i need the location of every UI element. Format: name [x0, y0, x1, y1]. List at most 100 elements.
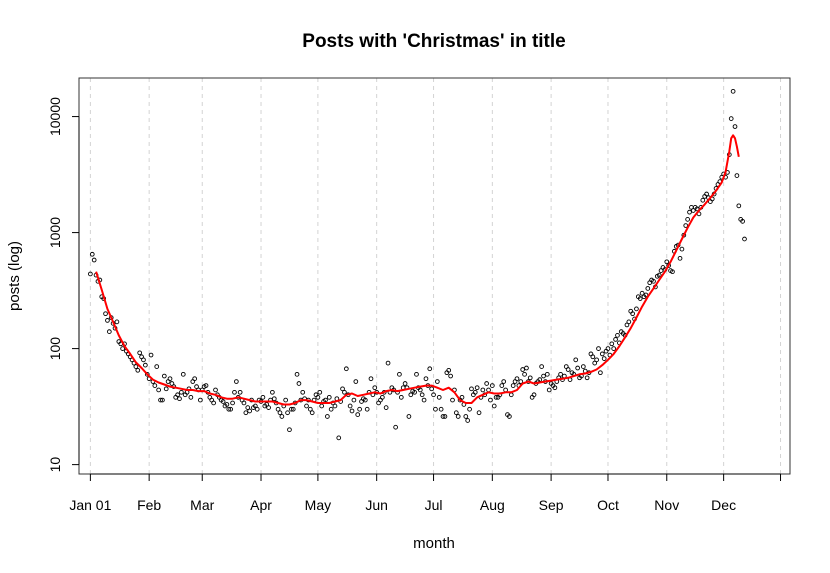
- data-point: [730, 88, 736, 94]
- data-point: [546, 387, 552, 393]
- x-tick-label: Aug: [480, 497, 505, 513]
- data-point: [734, 173, 740, 178]
- data-point: [285, 410, 290, 416]
- data-point: [687, 209, 692, 215]
- data-point: [177, 396, 182, 402]
- data-point: [135, 367, 141, 373]
- x-tick-label: Oct: [597, 497, 619, 513]
- x-tick-label: Apr: [250, 497, 272, 513]
- data-point: [380, 394, 385, 400]
- data-point: [423, 376, 429, 382]
- data-point: [307, 406, 313, 412]
- data-point: [237, 389, 243, 395]
- data-point: [503, 387, 508, 393]
- data-point: [393, 424, 398, 430]
- data-point: [499, 383, 505, 388]
- data-point: [433, 406, 438, 412]
- data-point: [211, 400, 216, 406]
- chart-title: Posts with 'Christmas' in title: [302, 31, 565, 52]
- data-point: [489, 383, 495, 388]
- data-point: [453, 410, 459, 416]
- data-point: [325, 414, 330, 419]
- data-point: [677, 255, 683, 261]
- data-point: [544, 371, 550, 377]
- x-tick-label: Mar: [190, 497, 214, 513]
- data-point: [448, 373, 453, 379]
- data-point: [611, 346, 617, 351]
- data-point: [228, 406, 234, 412]
- data-point: [328, 406, 334, 412]
- data-point: [507, 414, 512, 419]
- data-point: [728, 116, 734, 121]
- data-point: [194, 384, 199, 389]
- data-point: [148, 352, 154, 358]
- data-point: [317, 389, 323, 395]
- data-point: [434, 379, 440, 384]
- data-point: [527, 375, 533, 381]
- data-point: [524, 365, 529, 371]
- data-point: [421, 397, 427, 403]
- data-point: [484, 381, 489, 386]
- data-point: [615, 333, 620, 338]
- data-point: [319, 403, 325, 409]
- data-point: [340, 386, 345, 392]
- data-point: [362, 397, 368, 403]
- data-point: [368, 376, 374, 382]
- data-point: [364, 406, 370, 412]
- x-tick-label: Jul: [425, 497, 443, 513]
- data-point: [438, 406, 444, 412]
- x-tick-label: Nov: [654, 497, 679, 513]
- data-point: [266, 405, 271, 410]
- data-point: [245, 405, 251, 410]
- data-point: [353, 379, 359, 384]
- data-point: [224, 402, 230, 407]
- x-tick-label: May: [305, 497, 331, 513]
- data-point: [143, 362, 148, 368]
- data-point: [442, 414, 448, 419]
- data-point: [474, 385, 480, 391]
- data-point: [605, 346, 611, 351]
- data-point: [326, 394, 332, 400]
- data-point: [296, 381, 302, 386]
- data-point: [232, 389, 237, 395]
- data-point: [419, 392, 425, 398]
- data-point: [160, 397, 165, 403]
- data-point: [541, 373, 546, 379]
- smooth-line: [95, 134, 740, 406]
- data-point: [277, 410, 283, 416]
- data-point: [590, 354, 596, 360]
- data-point: [342, 389, 347, 395]
- data-point: [357, 406, 362, 412]
- data-point: [397, 371, 402, 377]
- data-point: [565, 367, 571, 372]
- data-point: [408, 392, 414, 398]
- data-point: [332, 403, 338, 409]
- data-point: [163, 386, 169, 392]
- data-point: [539, 364, 544, 369]
- data-point: [323, 397, 328, 403]
- x-axis-label: month: [413, 535, 455, 552]
- data-point: [180, 371, 186, 377]
- data-point: [247, 408, 252, 414]
- data-point: [300, 389, 306, 395]
- smooth-line-group: [95, 134, 740, 406]
- data-point: [639, 290, 645, 296]
- data-point: [472, 389, 478, 395]
- data-point: [105, 318, 110, 323]
- y-tick-label: 100: [47, 337, 63, 361]
- data-point: [133, 364, 139, 369]
- data-point: [120, 346, 125, 351]
- data-point: [347, 403, 353, 409]
- data-point: [275, 406, 281, 412]
- data-point: [596, 346, 601, 351]
- y-tick-label: 10: [47, 457, 63, 473]
- data-point: [440, 414, 446, 419]
- data-point: [514, 376, 520, 382]
- data-point: [493, 394, 499, 400]
- data-point: [254, 406, 260, 412]
- data-point: [289, 406, 294, 412]
- data-point: [315, 394, 321, 400]
- y-axis-label: posts (log): [6, 241, 23, 311]
- data-points: [88, 88, 747, 441]
